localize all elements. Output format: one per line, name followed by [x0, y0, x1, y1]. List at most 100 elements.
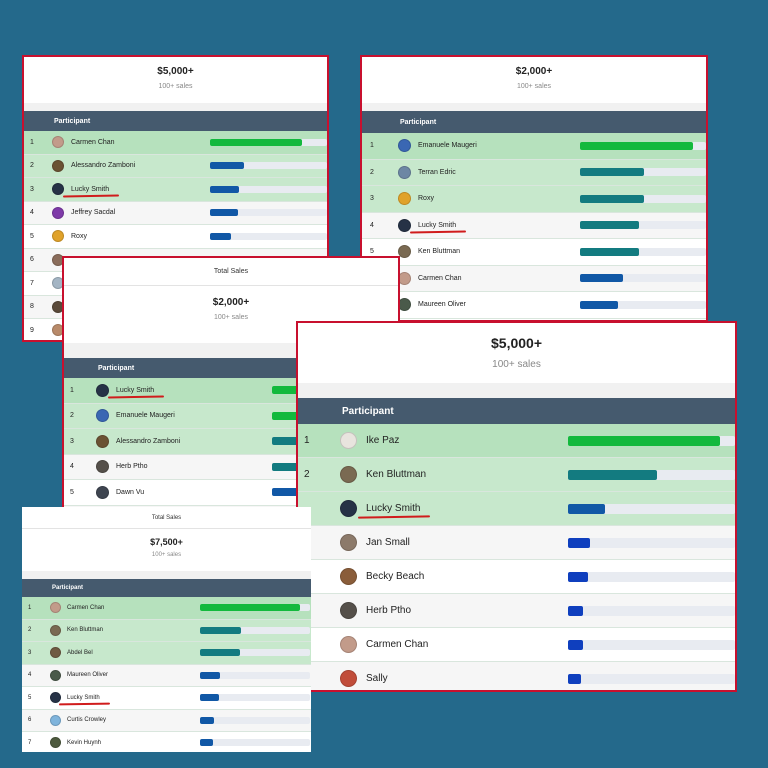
avatar [398, 218, 411, 232]
rank-number: 5 [370, 248, 374, 256]
avatar [52, 136, 64, 149]
sales-progress-bar [210, 138, 327, 146]
sales-progress-bar [568, 469, 735, 480]
participant-name[interactable]: Carmen Chan [366, 639, 429, 650]
participant-name[interactable]: Sally [366, 673, 388, 684]
leaderboard-panel-e: Total Sales $7,500+ 100+ sales Participant 1… [22, 507, 311, 752]
participant-name[interactable]: Roxy [71, 232, 87, 240]
avatar [50, 647, 61, 659]
sales-progress-bar [568, 435, 735, 446]
participant-name[interactable]: Ike Paz [366, 435, 400, 446]
table-row[interactable]: Carmen Chan [298, 628, 735, 662]
table-row[interactable]: 3 Abdel Bel [22, 642, 311, 665]
participant-name[interactable]: Curtis Crowley [67, 717, 107, 724]
participant-name[interactable]: Lucky Smith [67, 694, 100, 701]
avatar [96, 460, 109, 474]
participant-cell: Lucky Smith [50, 692, 200, 704]
sales-amount: $5,000+ [157, 66, 194, 77]
table-row[interactable]: 4 Jeffrey Sacdal [24, 201, 327, 225]
sales-progress-fill [210, 162, 244, 170]
table-row[interactable]: 1 Emanuele Maugeri [362, 133, 706, 160]
participant-name[interactable]: Ken Bluttman [418, 248, 461, 256]
sales-count: 100+ sales [492, 359, 541, 370]
table-row[interactable]: Becky Beach [298, 560, 735, 594]
rank-number: 6 [28, 717, 32, 724]
participant-name[interactable]: Alessandro Zamboni [116, 437, 181, 445]
sales-progress-fill [200, 739, 214, 747]
avatar [96, 485, 109, 499]
sales-progress-fill [210, 138, 303, 146]
rank-number: 3 [28, 649, 32, 656]
avatar [52, 159, 64, 172]
participant-name[interactable]: Terran Edric [418, 168, 456, 176]
spacer [24, 103, 327, 111]
table-row[interactable]: 2 Ken Bluttman [298, 458, 735, 492]
participant-name[interactable]: Emanuele Maugeri [418, 142, 477, 150]
participant-name[interactable]: Lucky Smith [418, 221, 457, 229]
table-row[interactable]: 2 Ken Bluttman [22, 619, 311, 642]
participant-cell: Terran Edric [398, 165, 580, 179]
participant-name[interactable]: Herb Ptho [116, 463, 148, 471]
participant-name[interactable]: Alessandro Zamboni [71, 162, 136, 170]
sales-progress-fill [568, 537, 590, 548]
avatar [96, 383, 109, 397]
table-row[interactable]: Jan Small [298, 526, 735, 560]
table-row[interactable]: 6 Curtis Crowley [22, 709, 311, 732]
table-row[interactable]: 2 Alessandro Zamboni [24, 154, 327, 178]
participant-cell: Roxy [398, 192, 580, 206]
table-row[interactable]: 7Maureen Oliver [362, 292, 706, 319]
table-row[interactable]: Sally [298, 662, 735, 690]
participant-name[interactable]: Lucky Smith [366, 503, 421, 514]
sales-progress-fill [200, 716, 215, 724]
table-row[interactable]: Herb Ptho [298, 594, 735, 628]
table-row[interactable]: 1 Carmen Chan [22, 597, 311, 620]
table-row[interactable]: 4 Lucky Smith [362, 212, 706, 239]
table-row[interactable]: 3 Roxy [362, 186, 706, 213]
participant-name[interactable]: Carmen Chan [418, 274, 462, 282]
sales-progress-fill [568, 673, 582, 684]
participant-name[interactable]: Maureen Oliver [67, 672, 109, 679]
table-header: Participant [24, 111, 327, 131]
participant-name[interactable]: Roxy [418, 195, 434, 203]
table-row[interactable]: 7 Kevin Huynh [22, 732, 311, 752]
sales-progress-bar [210, 232, 327, 240]
participant-name[interactable]: Jeffrey Sacdal [71, 209, 116, 217]
table-row[interactable]: 2 Terran Edric [362, 159, 706, 186]
participant-name[interactable]: Dawn Vu [116, 488, 145, 496]
rank-number: 7 [28, 739, 32, 746]
table-row[interactable]: 3 Lucky Smith [24, 178, 327, 202]
participant-name[interactable]: Lucky Smith [71, 185, 110, 193]
sales-progress-bar [200, 649, 310, 657]
participant-name[interactable]: Ken Bluttman [366, 469, 427, 480]
table-row[interactable]: 5 Roxy [24, 225, 327, 249]
table-row[interactable]: 5 Ken Bluttman [362, 239, 706, 266]
sales-progress-bar [200, 626, 310, 634]
sales-progress-bar [568, 537, 735, 548]
table-row[interactable]: 5 Lucky Smith [22, 687, 311, 710]
participant-name[interactable]: Carmen Chan [67, 604, 105, 611]
participant-cell: Curtis Crowley [50, 714, 200, 726]
participant-name[interactable]: Herb Ptho [366, 605, 412, 616]
participant-name[interactable]: Ken Bluttman [67, 627, 104, 634]
table-row[interactable]: Lucky Smith [298, 492, 735, 526]
participant-name[interactable]: Carmen Chan [71, 138, 115, 146]
participant-name[interactable]: Maureen Oliver [418, 301, 466, 309]
sales-progress-bar [568, 503, 735, 514]
participant-cell: Carmen Chan [50, 602, 200, 614]
table-row[interactable]: 6Carmen Chan [362, 265, 706, 292]
rank-number: 9 [30, 326, 34, 334]
sales-count: 100+ sales [213, 314, 249, 321]
participant-name[interactable]: Lucky Smith [116, 386, 155, 394]
participant-name[interactable]: Kevin Huynh [67, 739, 102, 746]
participant-name[interactable]: Emanuele Maugeri [116, 412, 175, 420]
table-row[interactable]: 4 Maureen Oliver [22, 664, 311, 687]
rank-number: 1 [304, 435, 310, 446]
participant-name[interactable]: Jan Small [366, 537, 410, 548]
table-row[interactable]: 1 Ike Paz [298, 424, 735, 458]
participant-name[interactable]: Abdel Bel [67, 649, 93, 656]
participant-name[interactable]: Becky Beach [366, 571, 425, 582]
sales-progress-bar [200, 716, 310, 724]
table-row[interactable]: 1 Carmen Chan [24, 131, 327, 155]
sales-summary: $2,000+ 100+ sales [362, 57, 706, 103]
sales-progress-fill [568, 571, 589, 582]
